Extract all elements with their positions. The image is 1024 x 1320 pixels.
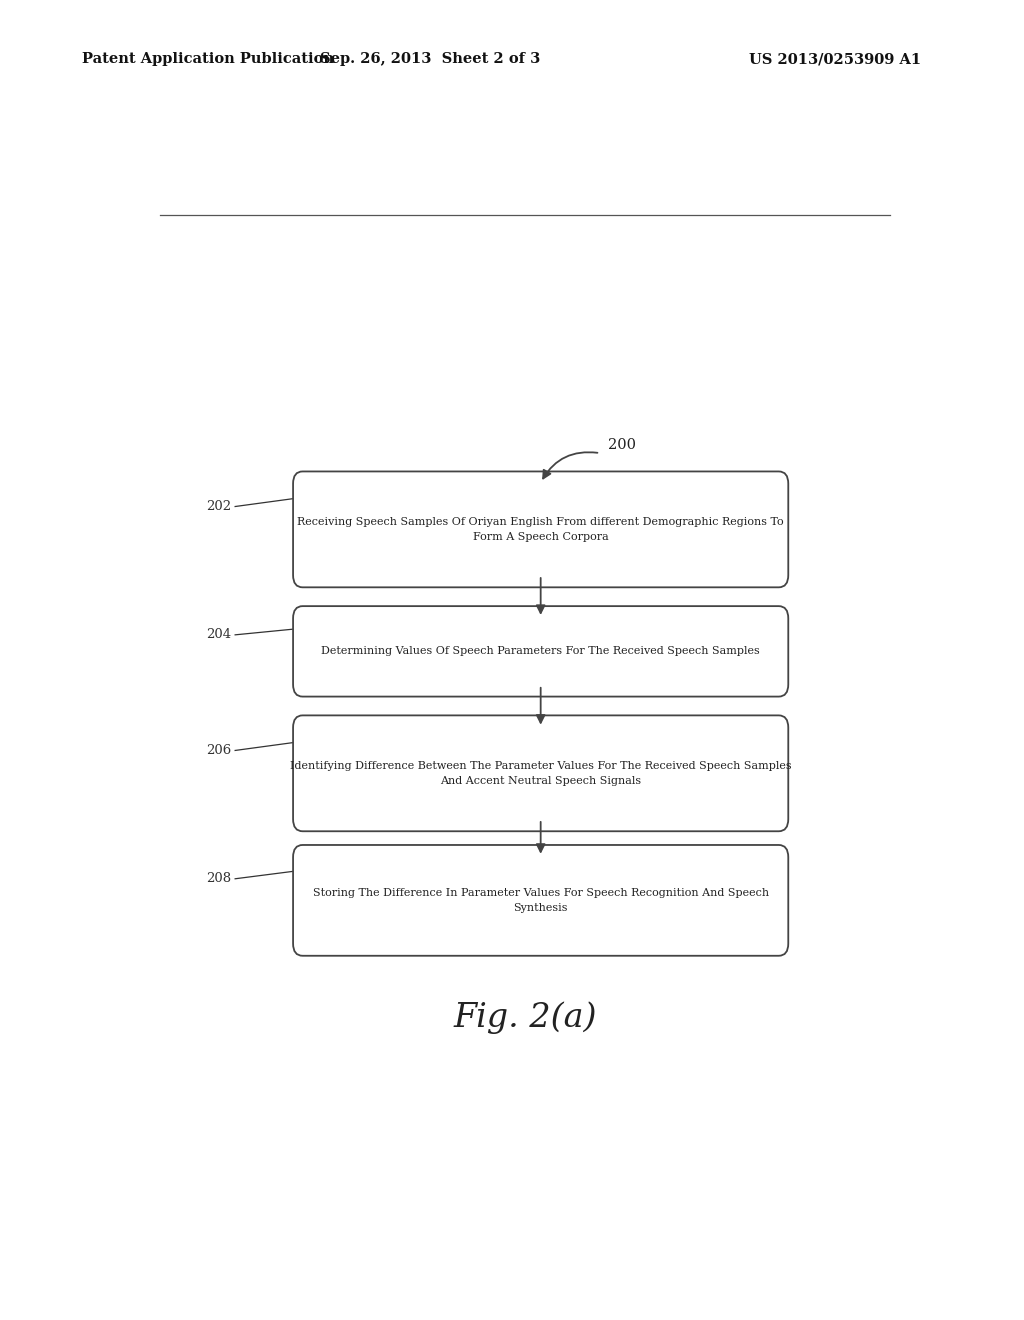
Text: 204: 204 [206, 628, 231, 642]
FancyBboxPatch shape [293, 471, 788, 587]
Text: Receiving Speech Samples Of Oriyan English From different Demographic Regions To: Receiving Speech Samples Of Oriyan Engli… [297, 517, 784, 541]
Text: US 2013/0253909 A1: US 2013/0253909 A1 [750, 53, 922, 66]
Text: Identifying Difference Between The Parameter Values For The Received Speech Samp: Identifying Difference Between The Param… [290, 760, 792, 785]
FancyBboxPatch shape [293, 606, 788, 697]
FancyBboxPatch shape [293, 845, 788, 956]
Text: Fig. 2(a): Fig. 2(a) [453, 1001, 597, 1034]
Text: Sep. 26, 2013  Sheet 2 of 3: Sep. 26, 2013 Sheet 2 of 3 [319, 53, 541, 66]
Text: Determining Values Of Speech Parameters For The Received Speech Samples: Determining Values Of Speech Parameters … [322, 647, 760, 656]
Text: 202: 202 [206, 500, 231, 513]
FancyBboxPatch shape [293, 715, 788, 832]
Text: 206: 206 [206, 744, 231, 756]
Text: 200: 200 [608, 438, 636, 451]
Text: Patent Application Publication: Patent Application Publication [82, 53, 334, 66]
Text: Storing The Difference In Parameter Values For Speech Recognition And Speech
Syn: Storing The Difference In Parameter Valu… [312, 888, 769, 912]
Text: 208: 208 [206, 873, 231, 886]
